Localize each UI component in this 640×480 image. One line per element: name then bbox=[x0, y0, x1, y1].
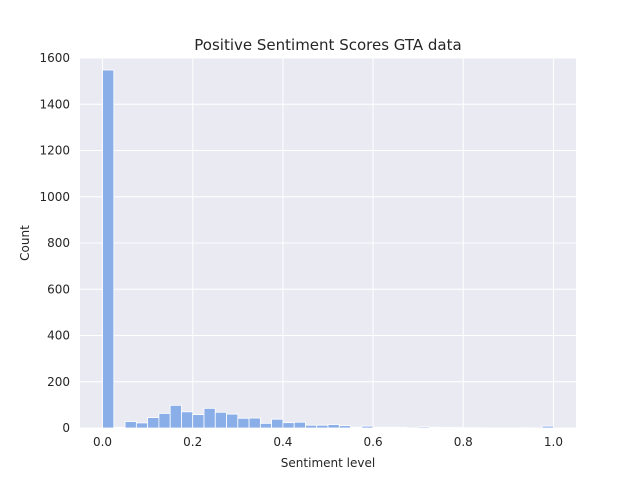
histogram-bar bbox=[271, 418, 284, 429]
y-tick-label: 1000 bbox=[39, 190, 70, 204]
histogram-bar bbox=[429, 426, 442, 429]
histogram-bar bbox=[350, 426, 363, 429]
x-tick-label: 0.8 bbox=[454, 435, 473, 449]
histogram-bar bbox=[226, 413, 239, 429]
histogram-bar bbox=[474, 427, 487, 429]
histogram-bars bbox=[102, 69, 554, 429]
x-tick-label: 1.0 bbox=[544, 435, 563, 449]
histogram-bar bbox=[192, 414, 205, 429]
histogram-bar bbox=[462, 427, 475, 429]
histogram-bar bbox=[181, 411, 194, 429]
histogram-bar bbox=[338, 425, 351, 429]
histogram-bar bbox=[372, 426, 385, 429]
histogram-bar bbox=[361, 425, 374, 429]
histogram-bar bbox=[305, 424, 318, 429]
histogram-bar bbox=[248, 417, 261, 429]
y-tick-label: 1400 bbox=[39, 97, 70, 111]
y-tick-label: 400 bbox=[47, 329, 70, 343]
y-axis-label: Count bbox=[18, 225, 32, 261]
x-tick-label: 0.4 bbox=[273, 435, 292, 449]
histogram-bar bbox=[541, 425, 554, 429]
histogram-bar bbox=[316, 424, 329, 429]
histogram-bar bbox=[440, 427, 453, 429]
histogram-bar bbox=[169, 404, 182, 429]
histogram-bar bbox=[383, 426, 397, 429]
x-tick-label: 0.2 bbox=[183, 435, 202, 449]
histogram-bar bbox=[282, 422, 295, 429]
histogram-bar bbox=[147, 417, 160, 429]
y-tick-label: 800 bbox=[47, 236, 70, 250]
histogram-bar bbox=[293, 421, 306, 429]
y-tick-label: 0 bbox=[62, 421, 70, 435]
x-axis-label: Sentiment level bbox=[281, 456, 375, 470]
y-tick-label: 1600 bbox=[39, 51, 70, 65]
chart-title: Positive Sentiment Scores GTA data bbox=[194, 36, 461, 54]
histogram-bar bbox=[237, 417, 250, 429]
histogram-bar bbox=[417, 426, 430, 429]
histogram-bar bbox=[113, 426, 126, 429]
grid-lines bbox=[80, 57, 576, 429]
histogram-bar bbox=[124, 421, 137, 429]
y-tick-label: 600 bbox=[47, 282, 70, 296]
y-tick-labels: 0 200 400 600 800 1000 1200 1400 1600 bbox=[39, 51, 70, 435]
x-tick-labels: 0.0 0.2 0.4 0.6 0.8 1.0 bbox=[93, 435, 563, 449]
y-tick-label: 200 bbox=[47, 375, 70, 389]
x-tick-label: 0.6 bbox=[364, 435, 383, 449]
histogram-bar bbox=[102, 69, 115, 429]
histogram-bar bbox=[214, 411, 227, 429]
histogram-bar bbox=[135, 422, 149, 429]
y-tick-label: 1200 bbox=[39, 144, 70, 158]
histogram-bar bbox=[395, 426, 408, 429]
histogram-bar bbox=[327, 424, 340, 429]
histogram-bar bbox=[519, 427, 532, 429]
histogram-bar bbox=[203, 407, 216, 429]
histogram-bar bbox=[259, 422, 273, 429]
histogram-bar bbox=[451, 427, 464, 429]
x-tick-label: 0.0 bbox=[93, 435, 112, 449]
histogram-bar bbox=[158, 413, 171, 429]
